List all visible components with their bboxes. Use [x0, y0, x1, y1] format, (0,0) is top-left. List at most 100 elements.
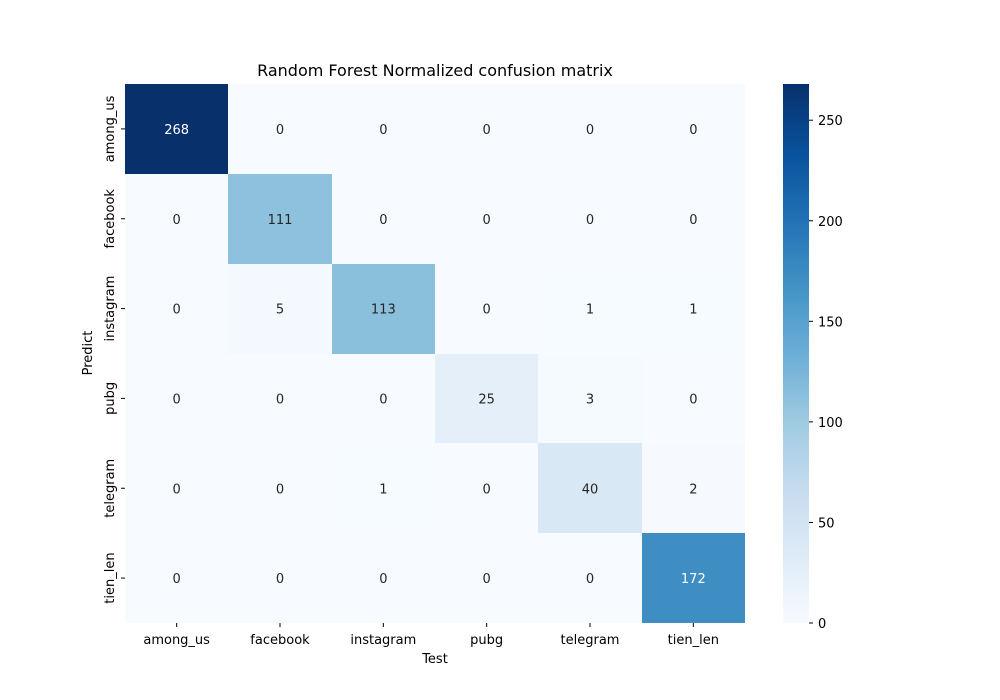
x-tick-label: tien_len — [668, 633, 719, 648]
cell-value: 0 — [173, 572, 181, 587]
heatmap-cell — [642, 174, 745, 264]
heatmap-cell — [125, 174, 228, 264]
heatmap-cell — [125, 533, 228, 623]
y-tick-label: pubg — [103, 382, 118, 415]
heatmap-cell — [332, 174, 435, 264]
cell-value: 113 — [371, 303, 396, 318]
chart-title: Random Forest Normalized confusion matri… — [257, 61, 613, 80]
y-tick-label: facebook — [103, 189, 118, 249]
cell-value: 1 — [689, 303, 697, 318]
cell-value: 40 — [582, 482, 599, 497]
cell-value: 0 — [483, 123, 491, 138]
cell-value: 0 — [689, 123, 697, 138]
heatmap-cell — [538, 354, 642, 443]
heatmap-cell — [125, 264, 228, 354]
heatmap-cell — [538, 174, 642, 264]
colorbar-tick-label: 0 — [818, 617, 826, 632]
x-tick-label: among_us — [143, 633, 210, 648]
cell-value: 0 — [276, 572, 284, 587]
cell-value: 0 — [483, 303, 491, 318]
heatmap-cell — [332, 533, 435, 623]
x-tick-label: instagram — [350, 633, 416, 648]
heatmap-cell — [228, 533, 332, 623]
cell-value: 0 — [379, 123, 387, 138]
heatmap-cell — [125, 354, 228, 443]
y-tick-label: instagram — [103, 276, 118, 342]
heatmap-cell — [435, 264, 538, 354]
heatmap-cell — [332, 264, 435, 354]
cell-value: 0 — [173, 213, 181, 228]
colorbar — [783, 84, 809, 623]
heatmap-cell — [538, 84, 642, 174]
heatmap-cell — [228, 443, 332, 533]
heatmap-cell — [228, 174, 332, 264]
cell-value: 0 — [173, 303, 181, 318]
cell-value: 0 — [379, 213, 387, 228]
heatmap-cell — [332, 443, 435, 533]
heatmap-cell — [228, 264, 332, 354]
x-tick-label: telegram — [561, 633, 620, 648]
heatmap-cell — [642, 84, 745, 174]
heatmap-cell — [332, 354, 435, 443]
colorbar-tick-label: 150 — [818, 315, 843, 330]
colorbar-tick-label: 250 — [818, 114, 843, 129]
cell-value: 0 — [689, 213, 697, 228]
heatmap-cell — [642, 533, 745, 623]
cell-value: 25 — [478, 392, 495, 407]
cell-value: 0 — [483, 213, 491, 228]
y-tick-label: telegram — [103, 459, 118, 518]
colorbar-tick-label: 100 — [818, 416, 843, 431]
cell-value: 1 — [379, 482, 387, 497]
cell-value: 0 — [379, 392, 387, 407]
y-axis-ticks: among_us facebook instagram pubg telegram tie… — [103, 95, 125, 604]
y-tick-label: among_us — [103, 95, 118, 162]
colorbar-tick-label: 200 — [818, 215, 843, 230]
x-axis-ticks: among_us facebook instagram pubg telegram tie… — [143, 623, 719, 648]
cell-value: 0 — [276, 392, 284, 407]
y-tick-label: tien_len — [103, 552, 118, 603]
x-tick-label: pubg — [470, 633, 503, 648]
cell-value: 0 — [689, 392, 697, 407]
x-axis-label: Test — [421, 652, 448, 667]
heatmap-cell — [125, 84, 228, 174]
heatmap-cell — [435, 174, 538, 264]
colorbar-tick-label: 50 — [818, 516, 835, 531]
y-axis-label: Predict — [81, 331, 96, 376]
cell-value: 268 — [164, 123, 189, 138]
cell-annotations: 268 0 0 0 0 00 111 0 0 0 00 5 113 0 1 10 0 0 25 3 00 0 1 0 40 20 0… — [164, 123, 705, 587]
cell-value: 2 — [689, 482, 697, 497]
cell-value: 0 — [483, 572, 491, 587]
cell-value: 0 — [276, 123, 284, 138]
heatmap-cell — [642, 354, 745, 443]
cell-value: 5 — [276, 303, 284, 318]
cell-value: 0 — [586, 213, 594, 228]
cell-value: 1 — [586, 303, 594, 318]
cell-value: 0 — [379, 572, 387, 587]
cell-value: 0 — [483, 482, 491, 497]
heatmap-cell — [125, 443, 228, 533]
heatmap-cell — [435, 354, 538, 443]
cell-value: 0 — [173, 392, 181, 407]
heatmap-cell — [228, 84, 332, 174]
x-tick-label: facebook — [250, 633, 310, 648]
colorbar-ticks: 0 50 100 150 200 250 — [809, 114, 843, 632]
heatmap-cell — [332, 84, 435, 174]
heatmap-cell — [538, 264, 642, 354]
cell-value: 111 — [268, 213, 293, 228]
heatmap-cell — [538, 533, 642, 623]
cell-value: 0 — [586, 572, 594, 587]
cell-value: 0 — [173, 482, 181, 497]
heatmap-cell — [435, 443, 538, 533]
heatmap-cell — [642, 443, 745, 533]
heatmap-cell — [228, 354, 332, 443]
cell-value: 0 — [586, 123, 594, 138]
cell-value: 0 — [276, 482, 284, 497]
heatmap-cell — [538, 443, 642, 533]
cell-value: 3 — [586, 392, 594, 407]
heatmap-cells — [125, 84, 745, 623]
heatmap-cell — [642, 264, 745, 354]
heatmap-cell — [435, 533, 538, 623]
cell-value: 172 — [681, 572, 706, 587]
heatmap-cell — [435, 84, 538, 174]
